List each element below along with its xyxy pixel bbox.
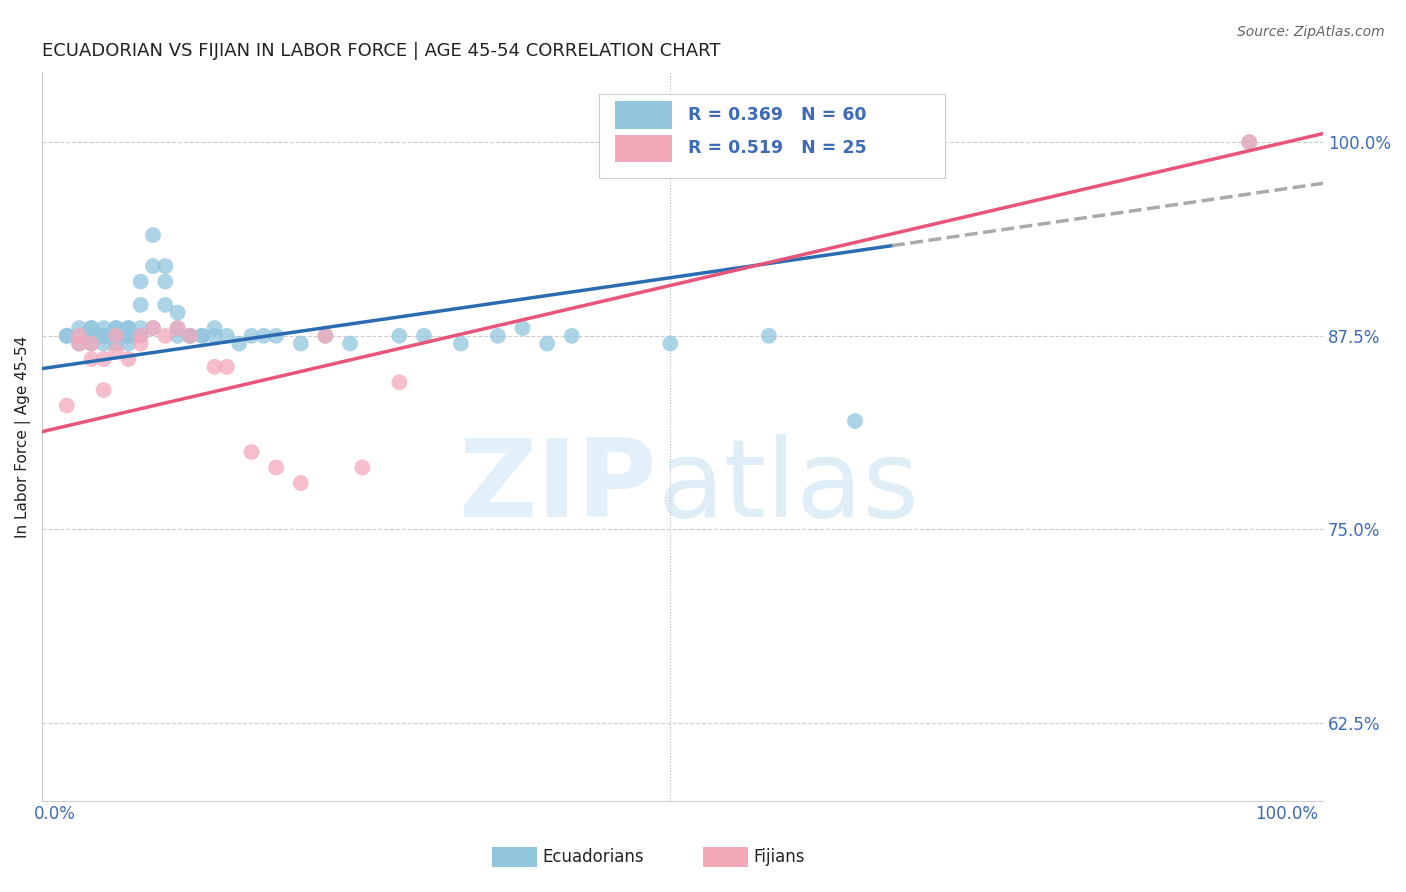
- Point: [228, 336, 250, 351]
- Point: [264, 460, 287, 475]
- Point: [179, 328, 201, 343]
- Point: [179, 328, 201, 343]
- Point: [339, 336, 361, 351]
- Point: [486, 328, 509, 343]
- Point: [191, 328, 214, 343]
- Point: [166, 328, 188, 343]
- Point: [93, 328, 115, 343]
- Point: [117, 352, 139, 367]
- Point: [179, 328, 201, 343]
- Point: [240, 328, 263, 343]
- Point: [67, 336, 90, 351]
- Text: R = 0.369   N = 60: R = 0.369 N = 60: [688, 106, 866, 124]
- Point: [352, 460, 374, 475]
- Point: [80, 352, 103, 367]
- Point: [80, 336, 103, 351]
- Point: [1239, 135, 1261, 149]
- Point: [67, 328, 90, 343]
- Point: [55, 328, 77, 343]
- Point: [105, 328, 128, 343]
- Point: [67, 321, 90, 335]
- Point: [166, 321, 188, 335]
- Text: Source: ZipAtlas.com: Source: ZipAtlas.com: [1237, 25, 1385, 39]
- Point: [117, 321, 139, 335]
- Point: [290, 475, 312, 490]
- Point: [166, 305, 188, 319]
- Point: [240, 445, 263, 459]
- Point: [166, 321, 188, 335]
- Point: [80, 321, 103, 335]
- Point: [117, 336, 139, 351]
- Point: [105, 344, 128, 359]
- Point: [55, 399, 77, 413]
- Point: [388, 376, 411, 390]
- Text: atlas: atlas: [657, 434, 920, 541]
- Bar: [614, 135, 672, 162]
- Point: [314, 328, 336, 343]
- Point: [253, 328, 276, 343]
- Text: Fijians: Fijians: [754, 848, 806, 866]
- Point: [215, 359, 238, 374]
- Point: [67, 336, 90, 351]
- Point: [117, 321, 139, 335]
- Point: [142, 321, 165, 335]
- Point: [844, 414, 866, 428]
- Point: [80, 336, 103, 351]
- Point: [142, 259, 165, 273]
- Text: ZIP: ZIP: [458, 434, 657, 541]
- Point: [80, 321, 103, 335]
- Point: [129, 336, 152, 351]
- Point: [129, 328, 152, 343]
- Point: [117, 328, 139, 343]
- Point: [536, 336, 558, 351]
- Bar: [599, 95, 945, 178]
- Point: [93, 321, 115, 335]
- Point: [388, 328, 411, 343]
- Point: [93, 352, 115, 367]
- Point: [758, 328, 780, 343]
- Point: [142, 321, 165, 335]
- Point: [561, 328, 583, 343]
- Point: [55, 328, 77, 343]
- Point: [204, 328, 226, 343]
- Bar: [614, 102, 672, 129]
- Point: [314, 328, 336, 343]
- Point: [659, 336, 682, 351]
- Point: [129, 328, 152, 343]
- Point: [512, 321, 534, 335]
- Point: [129, 298, 152, 312]
- Point: [129, 321, 152, 335]
- Point: [105, 328, 128, 343]
- Point: [155, 275, 177, 289]
- Point: [105, 321, 128, 335]
- Point: [117, 328, 139, 343]
- Point: [155, 259, 177, 273]
- Y-axis label: In Labor Force | Age 45-54: In Labor Force | Age 45-54: [15, 335, 31, 538]
- Point: [93, 328, 115, 343]
- Point: [155, 298, 177, 312]
- Point: [93, 336, 115, 351]
- Point: [105, 321, 128, 335]
- Point: [191, 328, 214, 343]
- Point: [264, 328, 287, 343]
- Point: [204, 321, 226, 335]
- Point: [142, 228, 165, 243]
- Point: [1239, 135, 1261, 149]
- Point: [413, 328, 436, 343]
- Text: Ecuadorians: Ecuadorians: [543, 848, 644, 866]
- Point: [215, 328, 238, 343]
- Point: [105, 328, 128, 343]
- Text: ECUADORIAN VS FIJIAN IN LABOR FORCE | AGE 45-54 CORRELATION CHART: ECUADORIAN VS FIJIAN IN LABOR FORCE | AG…: [42, 42, 721, 60]
- Point: [290, 336, 312, 351]
- Point: [155, 328, 177, 343]
- Point: [80, 328, 103, 343]
- Point: [450, 336, 472, 351]
- Point: [93, 383, 115, 397]
- Point: [129, 275, 152, 289]
- Point: [105, 336, 128, 351]
- Text: R = 0.519   N = 25: R = 0.519 N = 25: [688, 139, 866, 157]
- Point: [204, 359, 226, 374]
